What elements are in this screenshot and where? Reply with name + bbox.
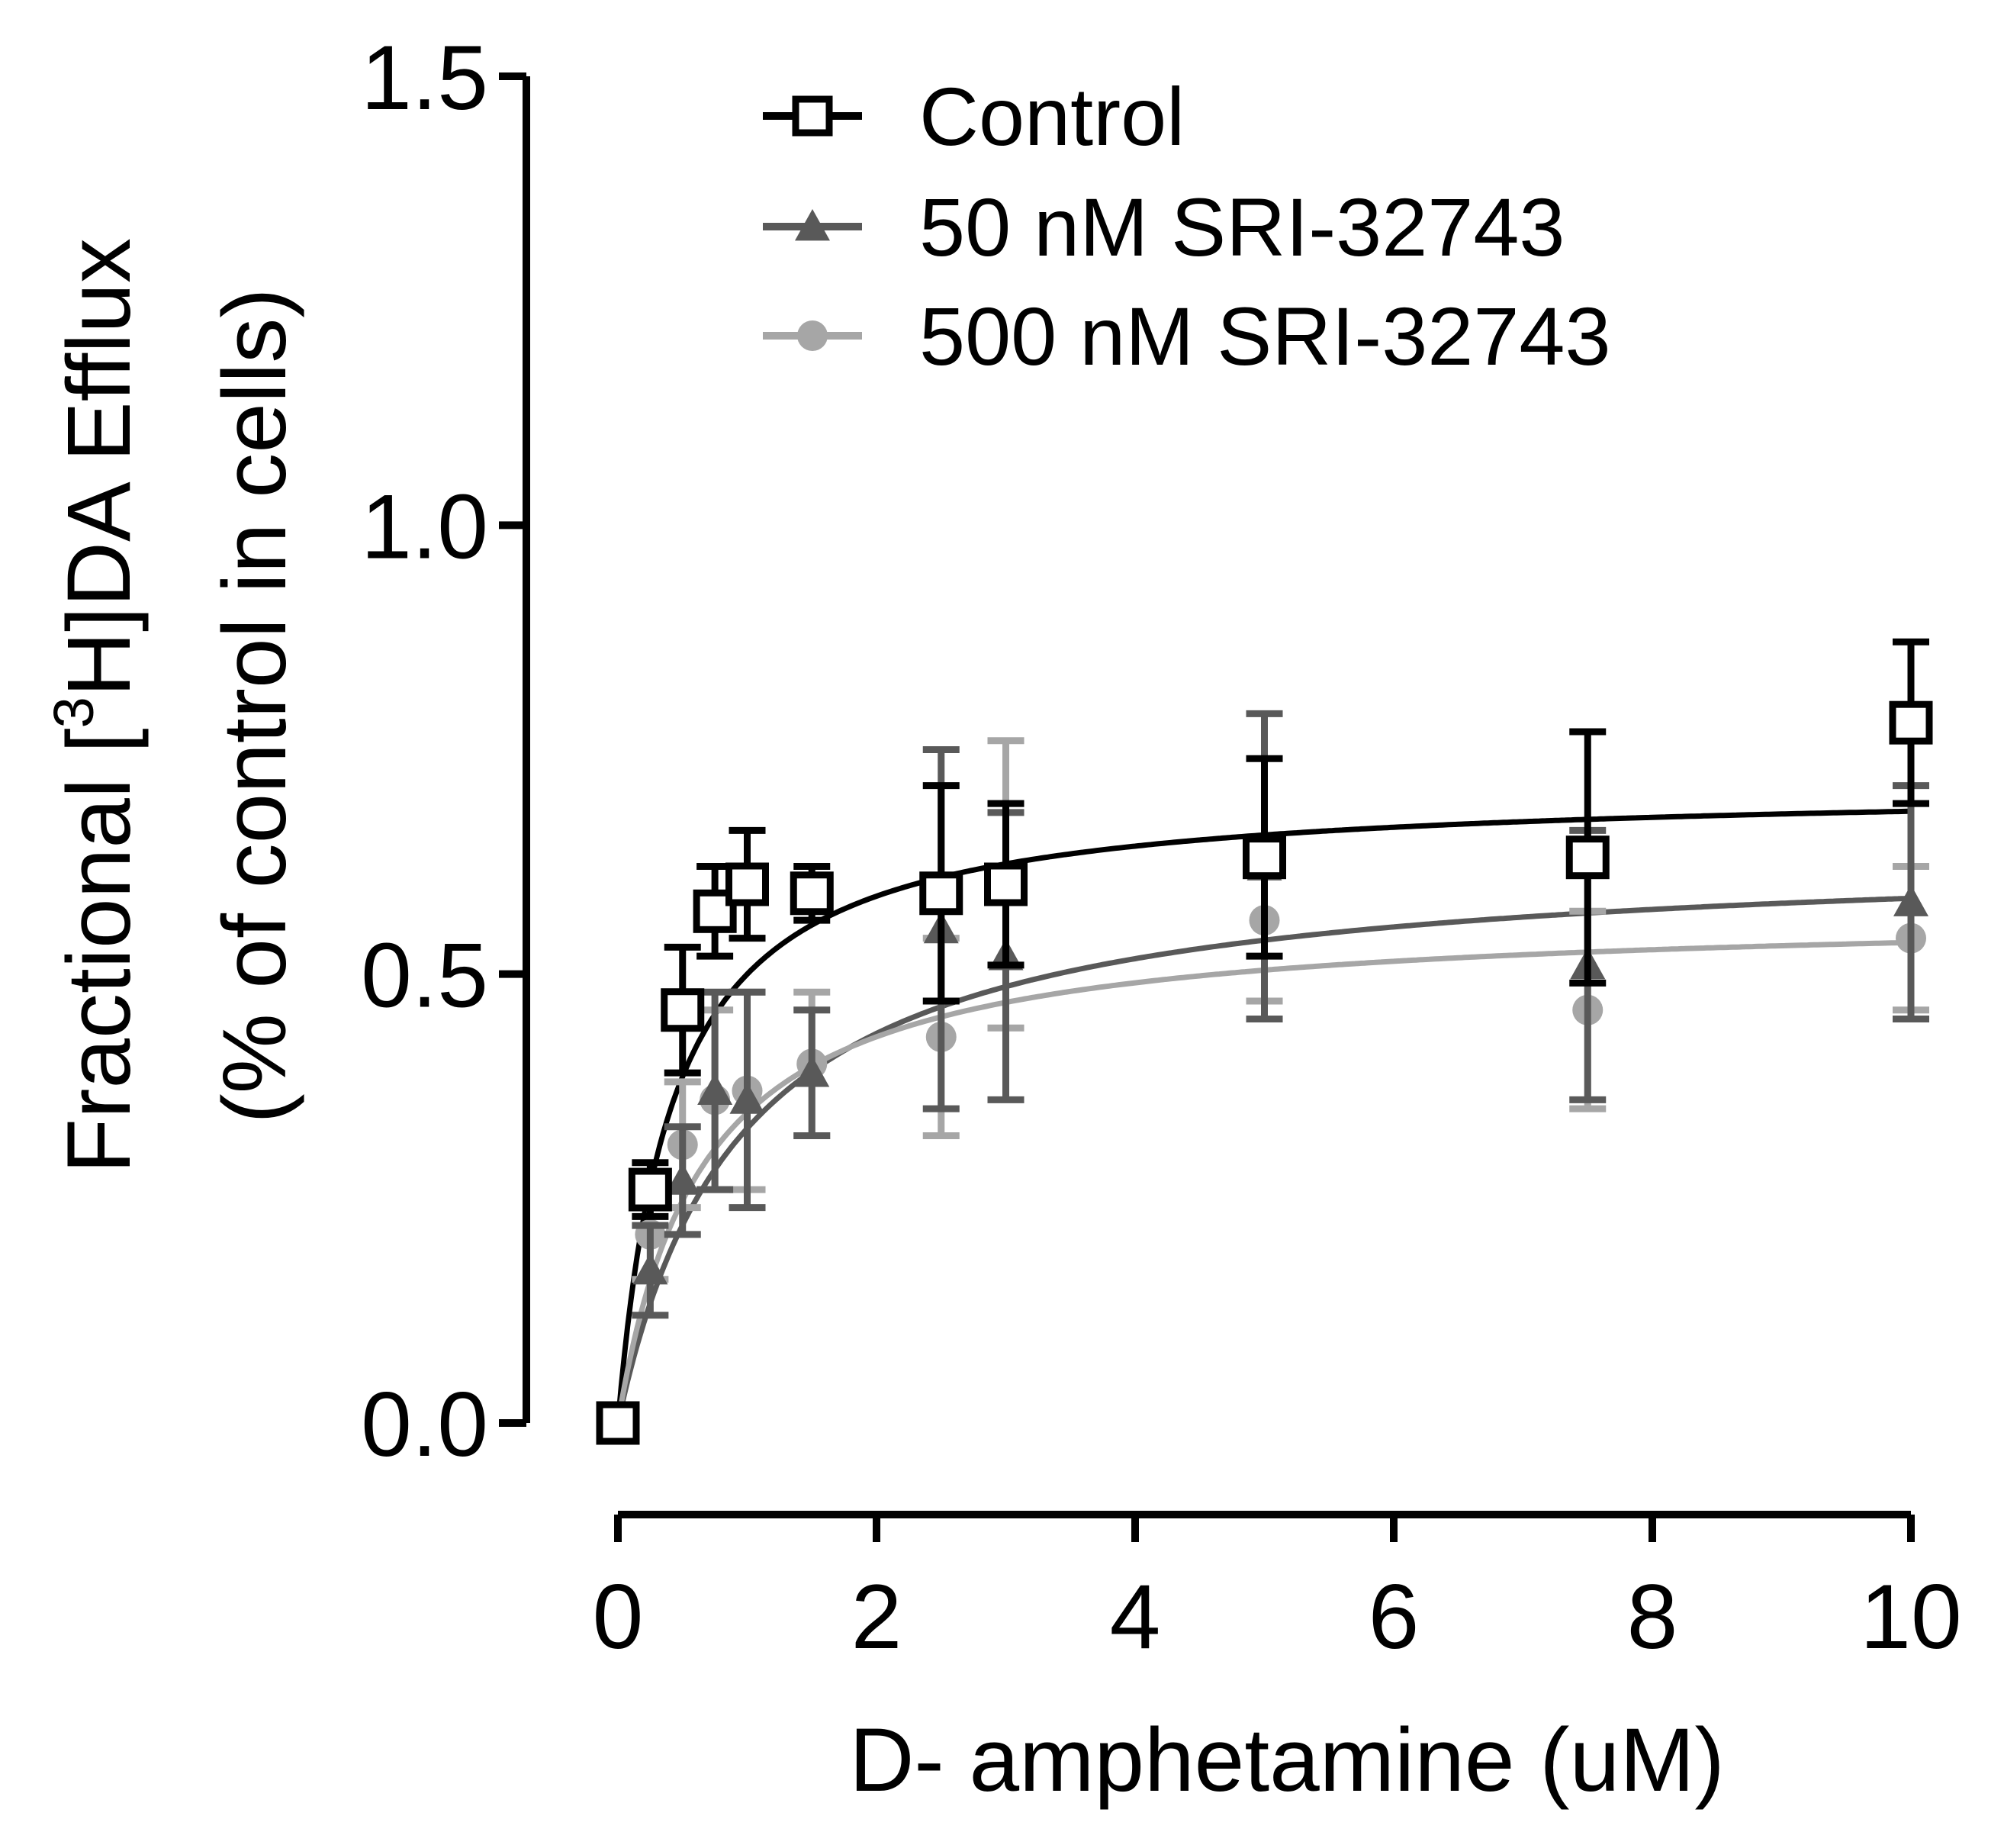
data-points (596, 638, 1933, 1445)
legend: Control 50 nM SRI-32743 500 nM SRI-32743 (763, 70, 1611, 382)
y-tick-label: 0.5 (361, 925, 488, 1027)
x-tick-label: 2 (851, 1566, 902, 1668)
data-point (792, 95, 833, 137)
y-axis-title-sup: 3 (42, 697, 105, 728)
legend-label: Control (919, 70, 1185, 163)
y-axis-title-line2: (% of control in cells) (204, 288, 305, 1123)
axes: 0.0 0.5 1.0 1.5 0 2 4 6 8 10 (361, 27, 1962, 1668)
series-0 (596, 638, 1933, 1445)
x-axis-title: D- amphetamine (uM) (849, 1710, 1725, 1811)
x-tick-label: 6 (1369, 1566, 1420, 1668)
data-point (1565, 835, 1610, 880)
y-axis-title-post: H]DA Efflux (49, 238, 150, 697)
data-point (596, 1401, 640, 1445)
legend-label: 500 nM SRI-32743 (919, 290, 1611, 382)
data-point (729, 1082, 765, 1114)
x-tick-label: 8 (1627, 1566, 1678, 1668)
data-point (795, 209, 830, 241)
data-point (664, 1163, 700, 1195)
data-point (790, 871, 834, 916)
data-point (1893, 884, 1928, 916)
y-axis-title-pre: Fractional [ (49, 728, 150, 1174)
y-tick-label: 1.5 (361, 27, 488, 129)
data-point (1243, 835, 1286, 880)
data-point (725, 862, 769, 906)
data-point (1889, 700, 1933, 745)
y-tick-label: 0.0 (361, 1373, 488, 1476)
data-point (984, 862, 1028, 906)
x-ticks: 0 2 4 6 8 10 (593, 1515, 1962, 1668)
data-point (697, 1073, 733, 1106)
x-tick-label: 10 (1860, 1566, 1961, 1668)
data-point (661, 988, 705, 1032)
y-axis-title: Fractional [3H]DA Efflux (% of control i… (42, 238, 305, 1174)
y-ticks: 0.0 0.5 1.0 1.5 (361, 27, 526, 1476)
series-1 (632, 710, 1929, 1319)
data-point (632, 1252, 668, 1285)
data-point (628, 1167, 672, 1212)
data-point (919, 871, 963, 916)
x-tick-label: 0 (593, 1566, 644, 1668)
data-point (794, 1055, 830, 1087)
y-tick-label: 1.0 (361, 475, 488, 578)
y-axis-title-line1: Fractional [3H]DA Efflux (42, 238, 150, 1174)
legend-label: 50 nM SRI-32743 (919, 181, 1565, 273)
data-point (797, 320, 828, 351)
x-tick-label: 4 (1110, 1566, 1161, 1668)
